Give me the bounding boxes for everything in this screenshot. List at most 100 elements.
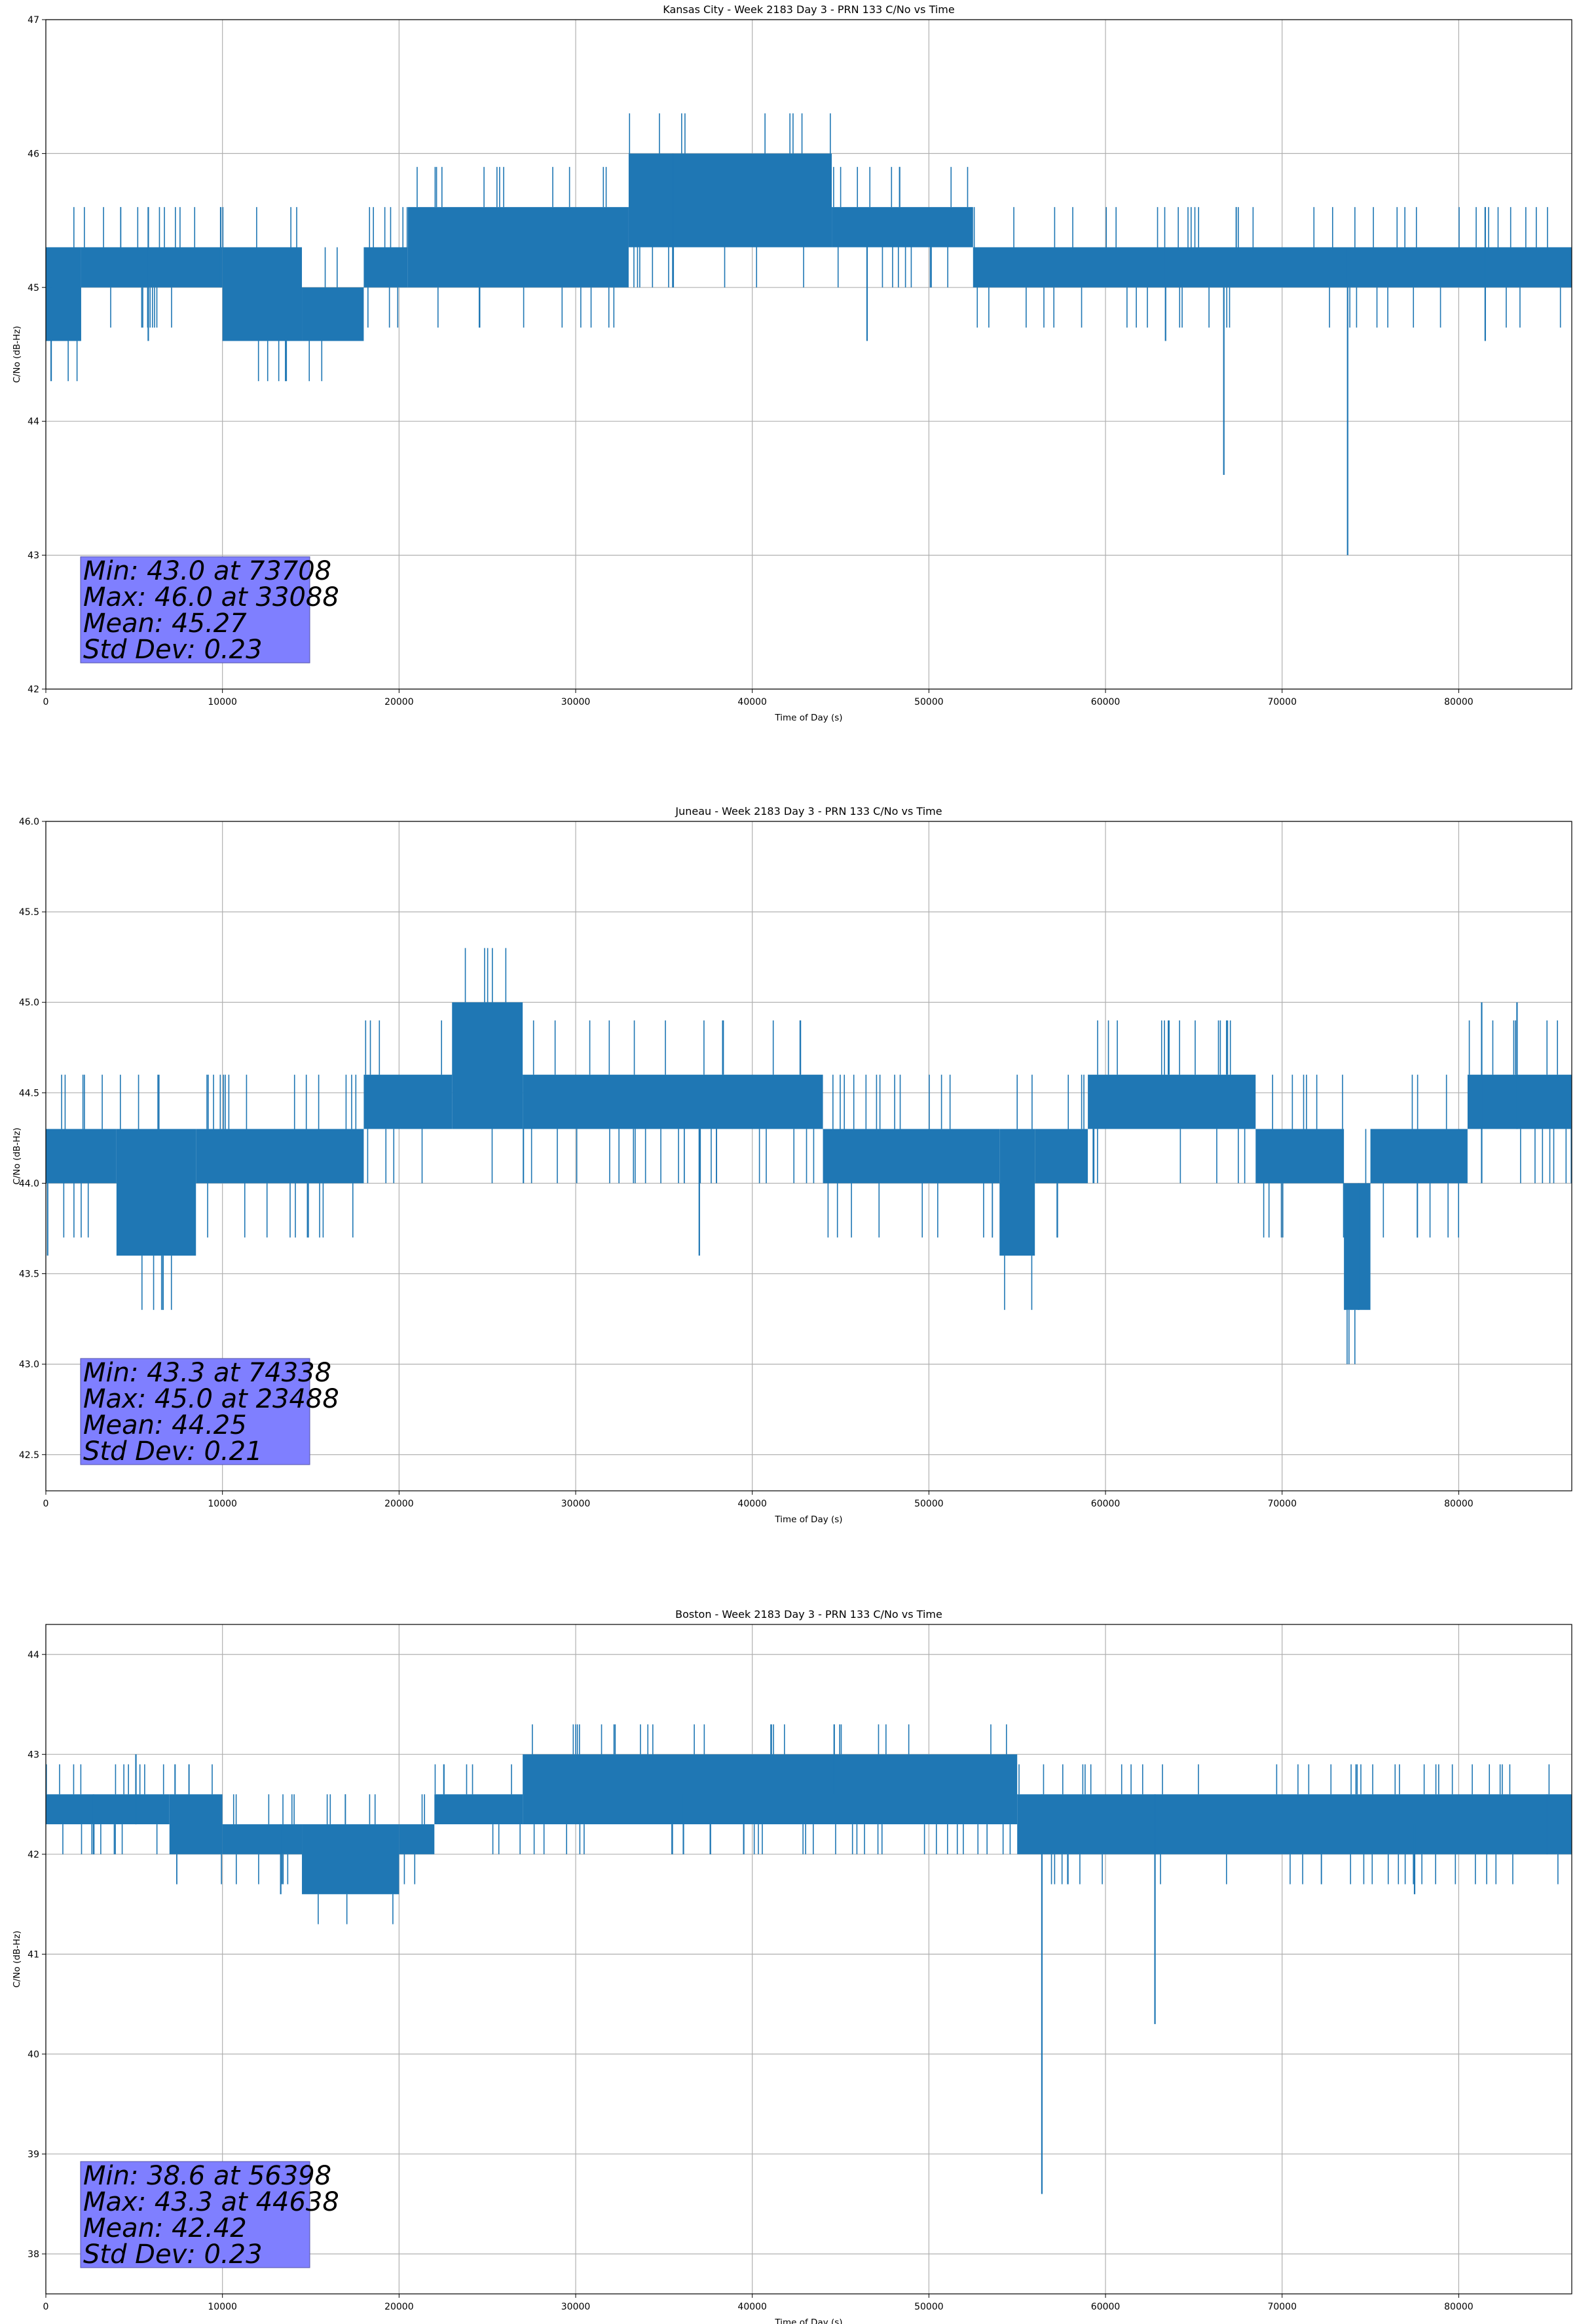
y-tick-label: 45.0 xyxy=(19,998,39,1008)
y-tick-label: 41 xyxy=(28,1949,39,1960)
axes-frame xyxy=(45,821,1572,1491)
x-tick-label: 80000 xyxy=(1444,1499,1474,1509)
series-band xyxy=(116,1129,196,1256)
series-band xyxy=(302,287,364,341)
data-series xyxy=(46,113,1572,555)
series-band xyxy=(1035,1129,1088,1184)
series-band xyxy=(1255,1129,1345,1184)
y-tick-label: 39 xyxy=(28,2149,39,2160)
x-tick-label: 80000 xyxy=(1444,2302,1474,2312)
x-tick-label: 60000 xyxy=(1091,1499,1121,1509)
x-tick-label: 70000 xyxy=(1267,1499,1297,1509)
x-tick-label: 0 xyxy=(43,2302,49,2312)
series-band xyxy=(363,1074,453,1129)
x-tick-label: 30000 xyxy=(561,697,591,707)
y-tick-label: 44.5 xyxy=(19,1088,39,1098)
x-tick-label: 10000 xyxy=(208,1499,237,1509)
x-tick-label: 50000 xyxy=(914,1499,944,1509)
x-tick-label: 50000 xyxy=(914,697,944,707)
stats-line: Mean: 44.25 xyxy=(83,1410,247,1440)
x-axis-label: Time of Day (s) xyxy=(774,2317,842,2324)
x-tick-label: 40000 xyxy=(737,1499,767,1509)
x-tick-label: 20000 xyxy=(384,2302,414,2312)
series-band xyxy=(452,1002,523,1129)
stats-line: Mean: 45.27 xyxy=(83,609,247,639)
x-tick-label: 10000 xyxy=(208,697,237,707)
stats-box xyxy=(80,1358,310,1465)
y-tick-label: 45 xyxy=(28,283,39,293)
x-tick-label: 40000 xyxy=(737,697,767,707)
x-tick-label: 70000 xyxy=(1267,697,1297,707)
series-band xyxy=(46,1129,117,1184)
series-band xyxy=(363,247,408,288)
series-band xyxy=(823,1129,1000,1184)
data-series xyxy=(46,948,1572,1364)
stats-line: Max: 46.0 at 33088 xyxy=(83,582,339,612)
chart-panel-1: Juneau - Week 2183 Day 3 - PRN 133 C/No … xyxy=(12,805,1572,1525)
stats-line: Max: 43.3 at 44638 xyxy=(83,2187,339,2217)
y-tick-label: 44.0 xyxy=(19,1178,39,1189)
stats-line: Mean: 42.42 xyxy=(83,2213,247,2243)
x-tick-label: 60000 xyxy=(1091,697,1121,707)
axes-frame xyxy=(45,19,1572,690)
y-tick-label: 43.5 xyxy=(19,1269,39,1280)
chart-title: Juneau - Week 2183 Day 3 - PRN 133 C/No … xyxy=(675,805,942,817)
series-band xyxy=(973,247,1572,288)
chart-panel-2: Boston - Week 2183 Day 3 - PRN 133 C/No … xyxy=(12,1608,1572,2324)
stats-line: Std Dev: 0.23 xyxy=(83,2240,263,2270)
series-band xyxy=(523,1074,823,1129)
series-band xyxy=(399,1824,435,1854)
series-band xyxy=(407,207,629,288)
x-tick-label: 20000 xyxy=(384,1499,414,1509)
axes-frame xyxy=(45,1624,1572,2295)
y-tick-label: 47 xyxy=(28,15,39,26)
y-tick-label: 40 xyxy=(28,2050,39,2060)
stats-box xyxy=(80,556,310,664)
y-tick-label: 44 xyxy=(28,1650,39,1660)
series-band xyxy=(222,1824,303,1854)
x-axis-label: Time of Day (s) xyxy=(774,713,842,723)
chart-title: Kansas City - Week 2183 Day 3 - PRN 133 … xyxy=(663,3,954,16)
x-tick-label: 10000 xyxy=(208,2302,237,2312)
x-tick-label: 60000 xyxy=(1091,2302,1121,2312)
stats-line: Std Dev: 0.21 xyxy=(83,1436,263,1467)
y-tick-label: 43.0 xyxy=(19,1360,39,1370)
x-tick-label: 20000 xyxy=(384,697,414,707)
chart-title: Boston - Week 2183 Day 3 - PRN 133 C/No … xyxy=(675,1608,942,1621)
series-band xyxy=(628,153,832,248)
y-tick-label: 38 xyxy=(28,2249,39,2260)
x-tick-label: 80000 xyxy=(1444,697,1474,707)
stats-line: Std Dev: 0.23 xyxy=(83,635,263,665)
series-band xyxy=(222,247,303,341)
series-band xyxy=(523,1754,1018,1825)
series-band xyxy=(81,247,223,288)
series-band xyxy=(1467,1074,1572,1129)
series-band xyxy=(169,1794,223,1854)
y-tick-label: 42 xyxy=(28,1850,39,1860)
y-tick-label: 42 xyxy=(28,684,39,695)
x-tick-label: 0 xyxy=(43,697,49,707)
series-band xyxy=(1017,1794,1572,1854)
data-series xyxy=(46,1724,1572,2194)
series-band xyxy=(999,1129,1035,1256)
y-tick-label: 46 xyxy=(28,149,39,159)
y-tick-label: 44 xyxy=(28,417,39,427)
y-axis-label: C/No (dB-Hz) xyxy=(12,326,22,383)
x-tick-label: 30000 xyxy=(561,1499,591,1509)
stats-line: Max: 45.0 at 23488 xyxy=(83,1384,339,1414)
y-tick-label: 46.0 xyxy=(19,817,39,827)
y-tick-label: 43 xyxy=(28,1750,39,1760)
series-band xyxy=(832,207,973,248)
stats-line: Min: 43.0 at 73708 xyxy=(83,556,331,586)
series-band xyxy=(1370,1129,1468,1184)
y-tick-label: 45.5 xyxy=(19,907,39,918)
x-tick-label: 50000 xyxy=(914,2302,944,2312)
x-tick-label: 40000 xyxy=(737,2302,767,2312)
series-band xyxy=(302,1824,399,1894)
stats-line: Min: 43.3 at 74338 xyxy=(83,1358,331,1388)
series-band xyxy=(434,1794,523,1825)
x-tick-label: 0 xyxy=(43,1499,49,1509)
series-band xyxy=(196,1129,364,1184)
y-tick-label: 42.5 xyxy=(19,1450,39,1461)
